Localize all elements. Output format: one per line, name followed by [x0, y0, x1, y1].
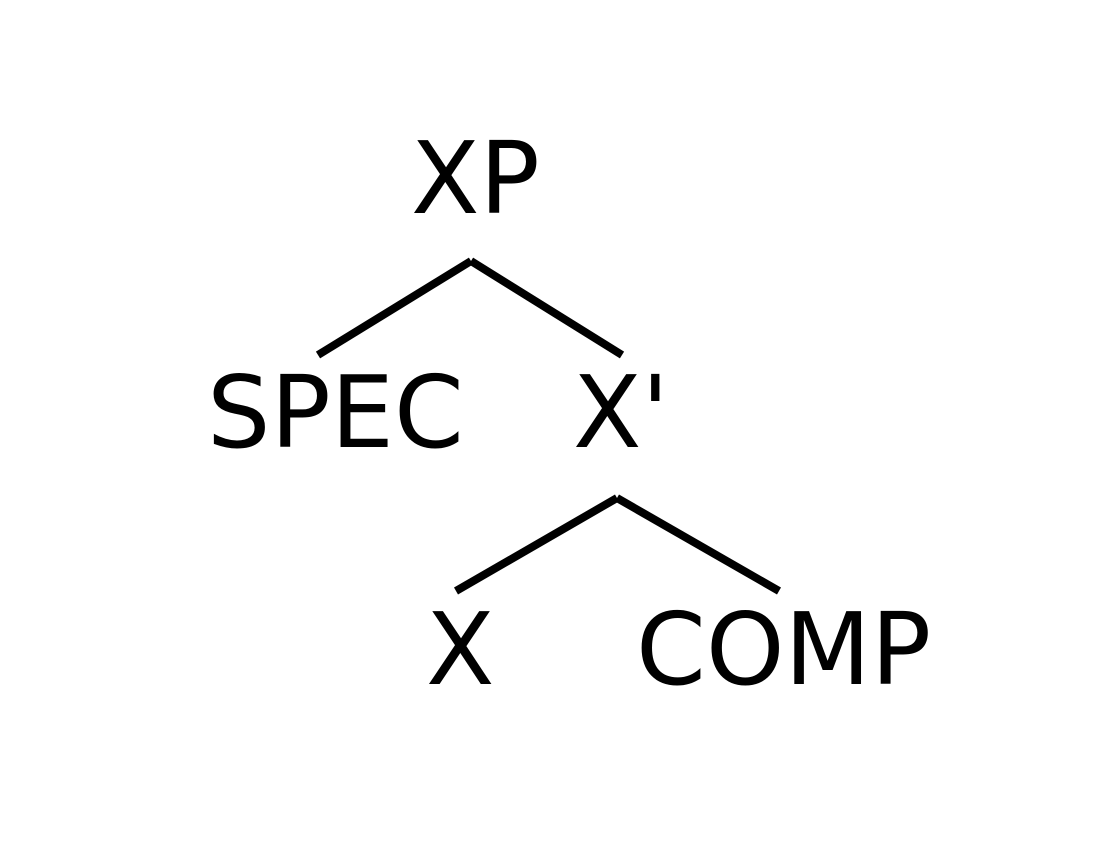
edge-xp-spec	[315, 257, 474, 359]
node-comp: COMP	[636, 591, 931, 708]
edge-xbar-x	[453, 494, 620, 595]
edge-xp-xbar	[468, 257, 625, 359]
edge-xbar-comp	[615, 494, 781, 595]
node-xp: XP	[411, 120, 540, 237]
node-spec: SPEC	[207, 354, 464, 471]
node-x: X	[426, 591, 495, 708]
node-x-bar: X'	[573, 354, 669, 471]
